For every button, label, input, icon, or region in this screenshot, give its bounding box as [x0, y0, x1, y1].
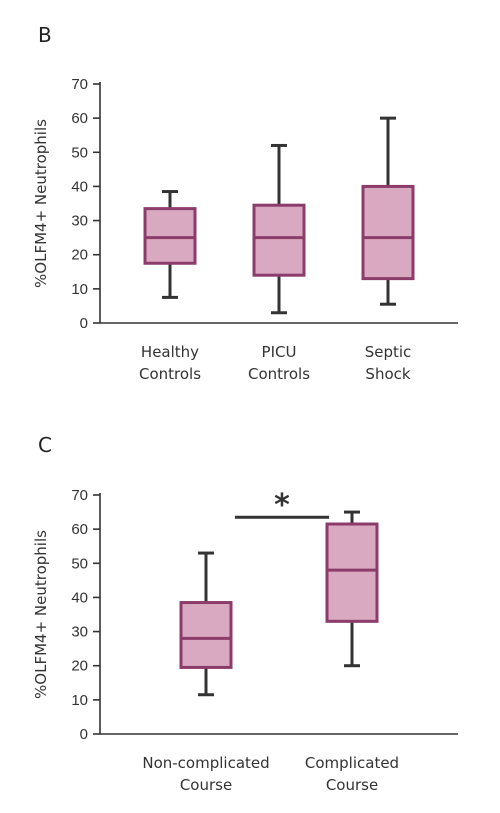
iqr-box — [325, 522, 379, 623]
y-tick-label: 70 — [71, 487, 88, 504]
panel-b: B 0 10 20 30 40 50 60 70 %OLFM4+ Neutrophils Healt… — [32, 23, 458, 383]
x-category-label-line1: Septic — [365, 343, 412, 361]
iqr-box — [179, 601, 233, 669]
y-tick-label: 70 — [71, 76, 88, 93]
x-category-label-line1: Healthy — [141, 343, 199, 361]
y-tick-label: 10 — [71, 281, 88, 298]
x-category-label-line2: Controls — [139, 365, 201, 383]
x-category-label-line2: Course — [180, 776, 232, 794]
y-tick-label: 0 — [80, 315, 88, 332]
y-tick-label: 30 — [71, 213, 88, 230]
x-category-label-line2: Course — [326, 776, 378, 794]
y-axis-label: %OLFM4+ Neutrophils — [32, 530, 50, 699]
panel-c: C 0 10 20 30 40 50 60 70 %OLFM4+ Neutrophils Non-c… — [32, 433, 458, 794]
panel-letter: B — [38, 23, 52, 47]
x-category-label-line2: Shock — [365, 365, 410, 383]
y-tick-label: 60 — [71, 521, 88, 538]
iqr-box — [143, 207, 197, 265]
box-1 — [179, 551, 233, 697]
box-1 — [143, 190, 197, 299]
y-tick-label: 10 — [71, 692, 88, 709]
y-tick-label: 20 — [71, 247, 88, 264]
y-tick-label: 60 — [71, 110, 88, 127]
x-category-label-line2: Controls — [248, 365, 310, 383]
y-tick-label: 20 — [71, 658, 88, 675]
iqr-box — [252, 203, 306, 277]
x-category-label-line1: PICU — [262, 343, 297, 361]
iqr-box — [361, 184, 415, 281]
panel-letter: C — [38, 433, 52, 457]
y-tick-label: 40 — [71, 178, 88, 195]
y-tick-label: 50 — [71, 555, 88, 572]
box-2 — [325, 510, 379, 668]
box-2 — [252, 143, 306, 315]
box-3 — [361, 116, 415, 306]
y-tick-label: 30 — [71, 624, 88, 641]
y-tick-label: 40 — [71, 589, 88, 606]
x-category-label-line1: Non-complicated — [142, 754, 269, 772]
x-category-label-line1: Complicated — [305, 754, 399, 772]
y-axis-label: %OLFM4+ Neutrophils — [32, 119, 50, 288]
significance-marker: * — [274, 488, 290, 523]
y-tick-label: 50 — [71, 144, 88, 161]
y-tick-label: 0 — [80, 726, 88, 743]
